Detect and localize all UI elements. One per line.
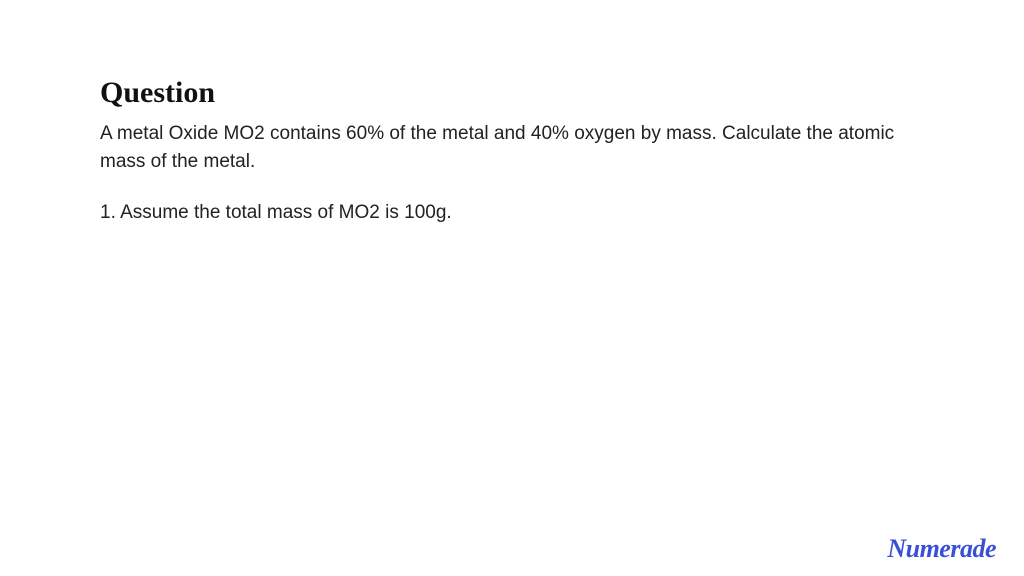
question-body: A metal Oxide MO2 contains 60% of the me…	[100, 120, 924, 175]
question-step-1: 1. Assume the total mass of MO2 is 100g.	[100, 199, 924, 227]
question-content: Question A metal Oxide MO2 contains 60% …	[0, 0, 1024, 227]
brand-logo-text: Numerade	[887, 534, 996, 563]
brand-logo: Numerade	[887, 534, 996, 564]
question-heading: Question	[100, 76, 924, 110]
